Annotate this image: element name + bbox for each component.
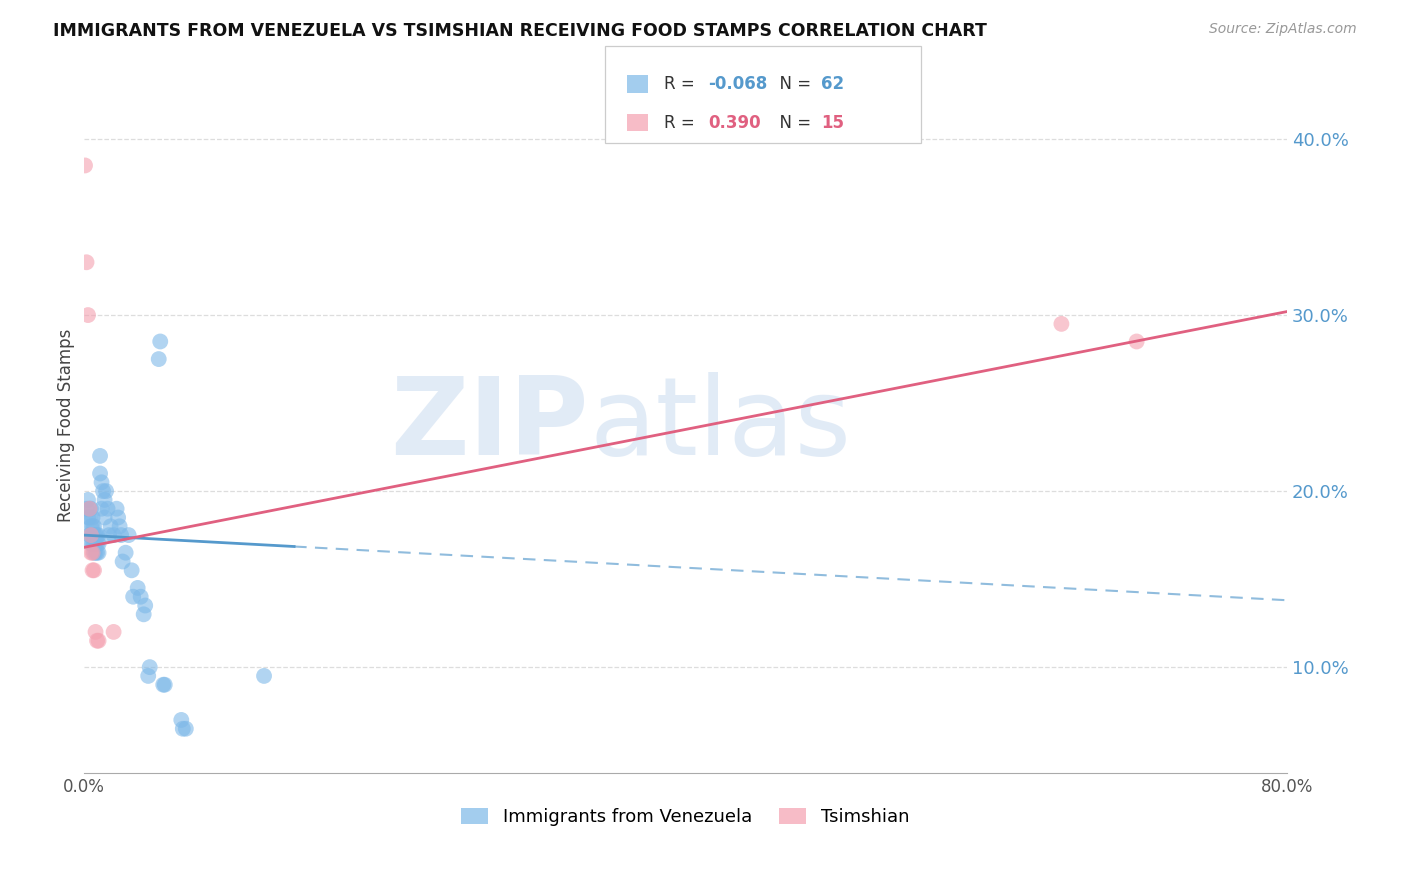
Point <box>83 519 105 533</box>
Point <box>79 528 101 542</box>
Point <box>86 537 108 551</box>
Point <box>97 501 120 516</box>
Legend: Immigrants from Venezuela, Tsimshian: Immigrants from Venezuela, Tsimshian <box>454 800 917 833</box>
Text: ZIP: ZIP <box>391 372 589 478</box>
Point <box>84 624 107 639</box>
Y-axis label: Receiving Food Stamps: Receiving Food Stamps <box>58 328 75 522</box>
Point <box>82 546 104 560</box>
Point <box>103 528 125 542</box>
Point <box>82 528 104 542</box>
Text: 62: 62 <box>821 75 844 93</box>
Point <box>83 563 105 577</box>
Point <box>82 537 104 551</box>
Point <box>107 510 129 524</box>
Point <box>79 501 101 516</box>
Point <box>87 528 110 542</box>
Point <box>80 546 103 560</box>
Point <box>105 501 128 516</box>
Point <box>110 528 132 542</box>
Point <box>77 308 100 322</box>
Point <box>79 501 101 516</box>
Point <box>86 633 108 648</box>
Point <box>114 546 136 560</box>
Point <box>108 519 131 533</box>
Point <box>89 467 111 481</box>
Point <box>172 722 194 736</box>
Point <box>152 678 174 692</box>
Point <box>86 546 108 560</box>
Point <box>100 519 122 533</box>
Point <box>91 484 114 499</box>
Point <box>89 449 111 463</box>
Point <box>93 510 115 524</box>
Point <box>82 510 104 524</box>
Point <box>80 501 103 516</box>
Text: atlas: atlas <box>589 372 851 478</box>
Point <box>87 546 110 560</box>
Text: R =: R = <box>664 75 700 93</box>
Point <box>79 510 101 524</box>
Text: -0.068: -0.068 <box>709 75 768 93</box>
Point <box>153 678 176 692</box>
Point <box>83 546 105 560</box>
Point <box>121 563 143 577</box>
Point <box>134 599 156 613</box>
Point <box>90 501 112 516</box>
Text: R =: R = <box>664 113 704 131</box>
Point <box>136 669 159 683</box>
Text: IMMIGRANTS FROM VENEZUELA VS TSIMSHIAN RECEIVING FOOD STAMPS CORRELATION CHART: IMMIGRANTS FROM VENEZUELA VS TSIMSHIAN R… <box>53 22 987 40</box>
Point <box>82 519 104 533</box>
Point <box>1125 334 1147 349</box>
Point <box>73 158 96 172</box>
Point <box>103 624 125 639</box>
Point <box>87 633 110 648</box>
Point <box>83 528 105 542</box>
Point <box>253 669 276 683</box>
Text: N =: N = <box>769 113 817 131</box>
Point <box>82 563 104 577</box>
Point <box>132 607 155 622</box>
Point <box>117 528 139 542</box>
Point <box>80 537 103 551</box>
Text: Source: ZipAtlas.com: Source: ZipAtlas.com <box>1209 22 1357 37</box>
Point <box>111 554 134 568</box>
Point <box>127 581 149 595</box>
Point <box>129 590 152 604</box>
Point <box>149 334 172 349</box>
Point <box>90 475 112 490</box>
Point <box>84 528 107 542</box>
Point <box>80 528 103 542</box>
Text: N =: N = <box>769 75 817 93</box>
Point <box>138 660 160 674</box>
Point <box>170 713 193 727</box>
Point <box>76 501 98 516</box>
Point <box>80 528 103 542</box>
Point <box>84 546 107 560</box>
Text: 0.390: 0.390 <box>709 113 761 131</box>
Point <box>1050 317 1073 331</box>
Point <box>84 537 107 551</box>
Point <box>148 352 170 367</box>
Point <box>122 590 145 604</box>
Point <box>87 537 110 551</box>
Point <box>86 528 108 542</box>
Text: 15: 15 <box>821 113 844 131</box>
Point <box>98 528 121 542</box>
Point <box>94 484 117 499</box>
Point <box>80 519 103 533</box>
Point <box>93 492 115 507</box>
Point <box>77 492 100 507</box>
Point <box>83 537 105 551</box>
Point <box>76 255 98 269</box>
Point <box>174 722 197 736</box>
Point <box>77 510 100 524</box>
